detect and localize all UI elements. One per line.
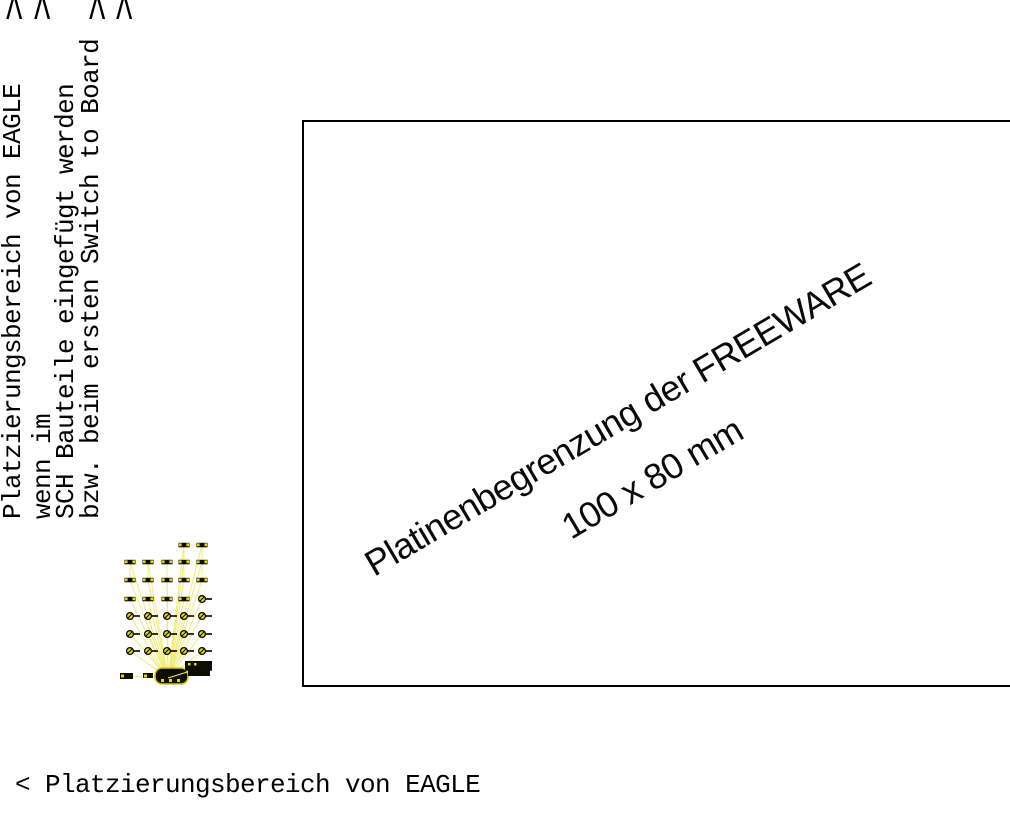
smd-pad [132, 560, 135, 564]
smd-pad [143, 597, 146, 601]
smd-part [124, 559, 136, 565]
pad-slash [181, 648, 187, 654]
smd-part [178, 559, 190, 565]
smd-pad [150, 578, 153, 582]
smd-pad [162, 597, 165, 601]
smd-pad [132, 578, 135, 582]
board-outline-rectangle[interactable] [302, 120, 1010, 687]
pad-slash [127, 648, 133, 654]
ic-pad [161, 679, 164, 682]
module-part [185, 661, 212, 671]
pad-slash [199, 596, 205, 602]
caret-up-marker: ^ [4, 0, 25, 47]
smd-part [161, 596, 173, 602]
caret-up-marker: ^ [87, 0, 108, 47]
smd-pad [169, 560, 172, 564]
airwire-line [147, 598, 169, 679]
smd-pad [132, 597, 135, 601]
smd-pad [144, 674, 147, 678]
smd-pad [197, 578, 200, 582]
bottom-placement-note: < Platzierungsbereich von EAGLE < wenn i… [15, 717, 510, 840]
smd-pad [169, 597, 172, 601]
smd-pad [204, 578, 207, 582]
vertical-note-line-1: Platzierungsbereich von EAGLE [0, 83, 28, 519]
smd-pad [162, 560, 165, 564]
smd-pad [204, 543, 207, 547]
pad-slash [164, 648, 170, 654]
pad-slash [199, 648, 205, 654]
smd-pad [186, 578, 189, 582]
smd-pad [179, 543, 182, 547]
smd-part [196, 542, 208, 548]
component-cluster[interactable] [115, 535, 220, 695]
smd-part [124, 596, 136, 602]
smd-pad [204, 560, 207, 564]
pad-slash [145, 613, 151, 619]
smd-part [178, 596, 190, 602]
smd-pad [150, 560, 153, 564]
smd-pad [125, 597, 128, 601]
smd-part [143, 673, 153, 678]
airwire-line [129, 579, 169, 679]
caret-up-marker: ^ [32, 0, 53, 47]
smd-pad [125, 560, 128, 564]
pad-slash [145, 631, 151, 637]
smd-pad [179, 560, 182, 564]
pad-slash [145, 648, 151, 654]
smd-pad [121, 674, 124, 678]
smd-pad [125, 578, 128, 582]
pad-slash [199, 613, 205, 619]
smd-pad [143, 560, 146, 564]
airwire-line [167, 561, 203, 679]
smd-pad [197, 543, 200, 547]
smd-pad [197, 560, 200, 564]
module-pad [188, 663, 191, 666]
smd-part [161, 577, 173, 583]
pad-slash [181, 613, 187, 619]
smd-pad [143, 578, 146, 582]
smd-pad [186, 597, 189, 601]
pad-slash [199, 631, 205, 637]
smd-part [142, 559, 154, 565]
airwire-line [167, 598, 185, 679]
ic-pad [169, 679, 172, 682]
smd-part [142, 577, 154, 583]
smd-part [178, 542, 190, 548]
airwire-line [167, 598, 203, 679]
smd-pad [150, 597, 153, 601]
smd-part [178, 577, 190, 583]
caret-up-marker: ^ [114, 0, 135, 47]
smd-part [120, 673, 133, 679]
pad-slash [127, 613, 133, 619]
module-part [188, 670, 210, 676]
smd-pad [162, 578, 165, 582]
pad-slash [127, 631, 133, 637]
smd-pad [179, 597, 182, 601]
smd-pad [186, 560, 189, 564]
smd-pad [169, 578, 172, 582]
airwire-line [167, 579, 185, 679]
smd-pad [179, 578, 182, 582]
smd-part [196, 577, 208, 583]
smd-part [124, 577, 136, 583]
ic-pad [177, 679, 180, 682]
pad-slash [164, 613, 170, 619]
smd-part [161, 559, 173, 565]
pad-slash [164, 631, 170, 637]
module-pad [194, 663, 197, 666]
bottom-note-line-1: < Platzierungsbereich von EAGLE [15, 770, 481, 800]
smd-part [142, 596, 154, 602]
pad-slash [181, 631, 187, 637]
vertical-note-line-4: bzw. beim ersten Switch to Board [76, 38, 106, 519]
smd-part [196, 559, 208, 565]
airwire-line [147, 579, 169, 679]
smd-pad [186, 543, 189, 547]
